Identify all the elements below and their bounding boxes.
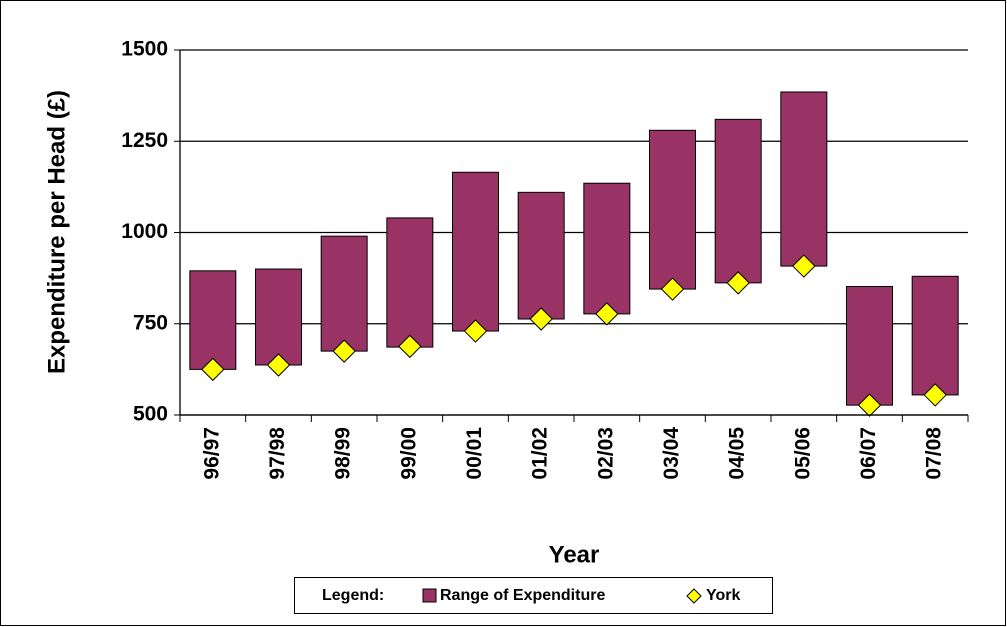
x-tick-label: 00/01 <box>463 427 486 480</box>
range-bar <box>846 286 893 406</box>
range-bar <box>386 217 434 348</box>
range-bar <box>452 171 499 332</box>
x-axis-title: Year <box>549 541 600 568</box>
x-tick-label: 06/07 <box>857 427 880 480</box>
x-tick-label: 98/99 <box>332 427 355 480</box>
range-bar <box>780 91 828 267</box>
york-marker <box>529 307 553 331</box>
x-tick-label: 97/98 <box>266 427 289 480</box>
york-marker <box>595 302 619 326</box>
range-bar <box>189 270 237 370</box>
range-bar <box>911 275 959 396</box>
york-marker <box>923 383 947 407</box>
legend-label: Range of Expenditure <box>440 587 605 604</box>
legend-title: Legend: <box>322 587 384 604</box>
legend-swatch <box>422 588 437 603</box>
x-tick-label: 01/02 <box>529 427 552 480</box>
range-bar <box>649 129 696 290</box>
legend-swatch <box>686 588 702 604</box>
york-marker <box>463 319 488 343</box>
x-tick-label: 96/97 <box>200 427 223 480</box>
y-tick-label: 750 <box>133 311 168 334</box>
york-marker <box>792 254 816 278</box>
x-tick-label: 04/05 <box>726 427 749 480</box>
york-marker <box>726 271 750 295</box>
y-tick-label: 1500 <box>121 38 168 61</box>
x-tick-label: 05/06 <box>791 427 814 480</box>
y-tick-label: 1250 <box>121 129 168 152</box>
york-marker <box>201 357 225 382</box>
york-marker <box>398 334 422 359</box>
legend-label: York <box>706 587 740 604</box>
y-tick-label: 1000 <box>121 220 168 243</box>
x-tick-label: 02/03 <box>594 427 617 480</box>
york-marker <box>266 353 291 377</box>
york-marker <box>332 339 356 363</box>
range-bar <box>255 268 302 366</box>
york-marker <box>660 277 685 301</box>
range-bar <box>320 235 368 352</box>
x-tick-label: 99/00 <box>397 427 420 480</box>
y-axis-title: Expenditure per Head (£) <box>43 90 70 374</box>
x-tick-label: 07/08 <box>923 427 946 480</box>
range-bar <box>583 182 631 315</box>
y-tick-label: 500 <box>133 403 168 426</box>
york-marker <box>857 393 882 417</box>
range-bar <box>517 191 565 320</box>
range-bar <box>714 118 762 284</box>
x-tick-label: 03/04 <box>660 427 683 480</box>
